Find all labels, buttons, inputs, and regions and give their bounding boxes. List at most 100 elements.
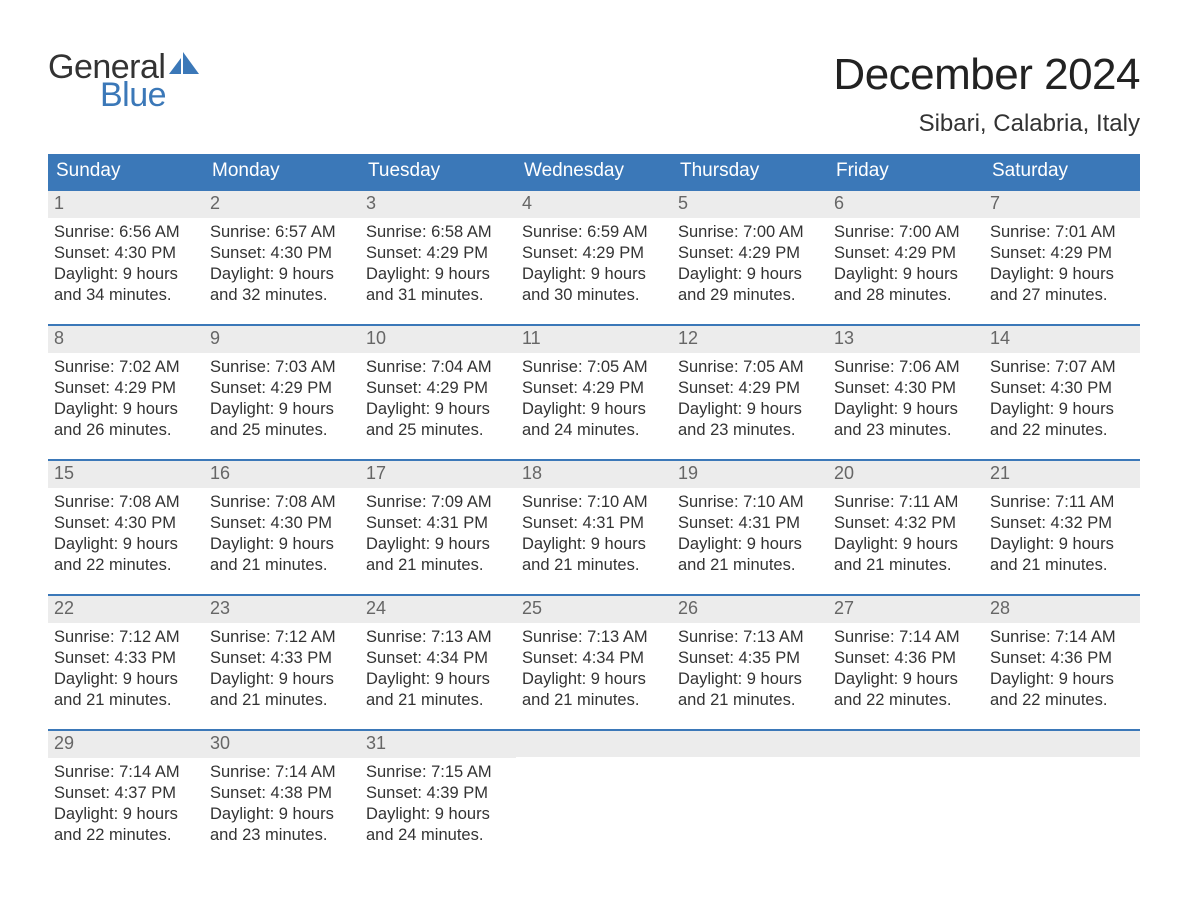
daylight-line-1: Daylight: 9 hours xyxy=(522,534,666,555)
day-body: Sunrise: 7:11 AMSunset: 4:32 PMDaylight:… xyxy=(984,488,1140,576)
day-body: Sunrise: 7:00 AMSunset: 4:29 PMDaylight:… xyxy=(828,218,984,306)
daylight-line-2: and 32 minutes. xyxy=(210,285,354,306)
day-body: Sunrise: 7:14 AMSunset: 4:36 PMDaylight:… xyxy=(984,623,1140,711)
sunset-line: Sunset: 4:32 PM xyxy=(834,513,978,534)
day-body: Sunrise: 7:11 AMSunset: 4:32 PMDaylight:… xyxy=(828,488,984,576)
sunset-line: Sunset: 4:35 PM xyxy=(678,648,822,669)
day-body: Sunrise: 7:05 AMSunset: 4:29 PMDaylight:… xyxy=(516,353,672,441)
day-number: 14 xyxy=(984,326,1140,353)
sunset-line: Sunset: 4:29 PM xyxy=(678,378,822,399)
sunset-line: Sunset: 4:29 PM xyxy=(678,243,822,264)
page-header: General Blue December 2024 Sibari, Calab… xyxy=(48,50,1140,138)
day-body: Sunrise: 7:04 AMSunset: 4:29 PMDaylight:… xyxy=(360,353,516,441)
daylight-line-1: Daylight: 9 hours xyxy=(678,264,822,285)
location-subtitle: Sibari, Calabria, Italy xyxy=(833,110,1140,138)
daylight-line-1: Daylight: 9 hours xyxy=(522,399,666,420)
sunrise-line: Sunrise: 7:15 AM xyxy=(366,762,510,783)
daylight-line-2: and 28 minutes. xyxy=(834,285,978,306)
sunrise-line: Sunrise: 7:08 AM xyxy=(210,492,354,513)
daylight-line-2: and 21 minutes. xyxy=(522,690,666,711)
day-cell: 23Sunrise: 7:12 AMSunset: 4:33 PMDayligh… xyxy=(204,596,360,711)
sunset-line: Sunset: 4:34 PM xyxy=(366,648,510,669)
daylight-line-2: and 25 minutes. xyxy=(210,420,354,441)
daylight-line-1: Daylight: 9 hours xyxy=(366,804,510,825)
sunrise-line: Sunrise: 6:58 AM xyxy=(366,222,510,243)
sunset-line: Sunset: 4:31 PM xyxy=(678,513,822,534)
sunrise-line: Sunrise: 7:10 AM xyxy=(522,492,666,513)
daylight-line-2: and 21 minutes. xyxy=(990,555,1134,576)
daylight-line-2: and 23 minutes. xyxy=(834,420,978,441)
calendar: SundayMondayTuesdayWednesdayThursdayFrid… xyxy=(48,154,1140,846)
daylight-line-2: and 34 minutes. xyxy=(54,285,198,306)
daylight-line-2: and 21 minutes. xyxy=(210,555,354,576)
sunrise-line: Sunrise: 7:07 AM xyxy=(990,357,1134,378)
day-body: Sunrise: 7:02 AMSunset: 4:29 PMDaylight:… xyxy=(48,353,204,441)
week-row: 8Sunrise: 7:02 AMSunset: 4:29 PMDaylight… xyxy=(48,324,1140,441)
day-cell: 3Sunrise: 6:58 AMSunset: 4:29 PMDaylight… xyxy=(360,191,516,306)
sunrise-line: Sunrise: 7:11 AM xyxy=(990,492,1134,513)
day-number: 8 xyxy=(48,326,204,353)
daylight-line-1: Daylight: 9 hours xyxy=(210,264,354,285)
daylight-line-2: and 21 minutes. xyxy=(210,690,354,711)
daylight-line-1: Daylight: 9 hours xyxy=(54,534,198,555)
daylight-line-1: Daylight: 9 hours xyxy=(990,264,1134,285)
day-body: Sunrise: 7:10 AMSunset: 4:31 PMDaylight:… xyxy=(516,488,672,576)
daylight-line-2: and 21 minutes. xyxy=(678,555,822,576)
sunset-line: Sunset: 4:30 PM xyxy=(210,513,354,534)
day-cell: 26Sunrise: 7:13 AMSunset: 4:35 PMDayligh… xyxy=(672,596,828,711)
daylight-line-1: Daylight: 9 hours xyxy=(366,534,510,555)
day-cell: 25Sunrise: 7:13 AMSunset: 4:34 PMDayligh… xyxy=(516,596,672,711)
day-number: 24 xyxy=(360,596,516,623)
day-number: 25 xyxy=(516,596,672,623)
empty-day-cell xyxy=(828,731,984,846)
day-number: 11 xyxy=(516,326,672,353)
day-body: Sunrise: 7:08 AMSunset: 4:30 PMDaylight:… xyxy=(204,488,360,576)
sunset-line: Sunset: 4:29 PM xyxy=(366,243,510,264)
day-cell: 6Sunrise: 7:00 AMSunset: 4:29 PMDaylight… xyxy=(828,191,984,306)
daylight-line-2: and 26 minutes. xyxy=(54,420,198,441)
daylight-line-1: Daylight: 9 hours xyxy=(834,669,978,690)
daylight-line-1: Daylight: 9 hours xyxy=(54,264,198,285)
sunrise-line: Sunrise: 7:14 AM xyxy=(990,627,1134,648)
empty-day-band xyxy=(828,731,984,757)
dow-cell: Monday xyxy=(204,154,360,189)
day-body: Sunrise: 7:01 AMSunset: 4:29 PMDaylight:… xyxy=(984,218,1140,306)
sunset-line: Sunset: 4:32 PM xyxy=(990,513,1134,534)
day-body: Sunrise: 7:03 AMSunset: 4:29 PMDaylight:… xyxy=(204,353,360,441)
day-cell: 14Sunrise: 7:07 AMSunset: 4:30 PMDayligh… xyxy=(984,326,1140,441)
daylight-line-1: Daylight: 9 hours xyxy=(522,264,666,285)
daylight-line-1: Daylight: 9 hours xyxy=(834,399,978,420)
sunset-line: Sunset: 4:33 PM xyxy=(54,648,198,669)
day-body: Sunrise: 7:07 AMSunset: 4:30 PMDaylight:… xyxy=(984,353,1140,441)
sunset-line: Sunset: 4:29 PM xyxy=(210,378,354,399)
sunset-line: Sunset: 4:36 PM xyxy=(990,648,1134,669)
day-body: Sunrise: 7:12 AMSunset: 4:33 PMDaylight:… xyxy=(48,623,204,711)
day-number: 1 xyxy=(48,191,204,218)
sunrise-line: Sunrise: 7:13 AM xyxy=(366,627,510,648)
daylight-line-1: Daylight: 9 hours xyxy=(54,804,198,825)
daylight-line-1: Daylight: 9 hours xyxy=(366,669,510,690)
sunset-line: Sunset: 4:30 PM xyxy=(54,513,198,534)
daylight-line-1: Daylight: 9 hours xyxy=(54,399,198,420)
daylight-line-1: Daylight: 9 hours xyxy=(210,399,354,420)
dow-cell: Friday xyxy=(828,154,984,189)
daylight-line-2: and 21 minutes. xyxy=(522,555,666,576)
day-number: 12 xyxy=(672,326,828,353)
daylight-line-2: and 22 minutes. xyxy=(990,420,1134,441)
sunset-line: Sunset: 4:29 PM xyxy=(990,243,1134,264)
dow-cell: Saturday xyxy=(984,154,1140,189)
day-of-week-header: SundayMondayTuesdayWednesdayThursdayFrid… xyxy=(48,154,1140,189)
day-number: 29 xyxy=(48,731,204,758)
sunrise-line: Sunrise: 7:06 AM xyxy=(834,357,978,378)
empty-day-band xyxy=(516,731,672,757)
sunset-line: Sunset: 4:33 PM xyxy=(210,648,354,669)
day-number: 2 xyxy=(204,191,360,218)
daylight-line-2: and 29 minutes. xyxy=(678,285,822,306)
sunrise-line: Sunrise: 7:03 AM xyxy=(210,357,354,378)
day-body: Sunrise: 7:13 AMSunset: 4:34 PMDaylight:… xyxy=(516,623,672,711)
sunrise-line: Sunrise: 7:02 AM xyxy=(54,357,198,378)
day-body: Sunrise: 7:14 AMSunset: 4:37 PMDaylight:… xyxy=(48,758,204,846)
sunset-line: Sunset: 4:30 PM xyxy=(990,378,1134,399)
day-number: 15 xyxy=(48,461,204,488)
day-number: 26 xyxy=(672,596,828,623)
